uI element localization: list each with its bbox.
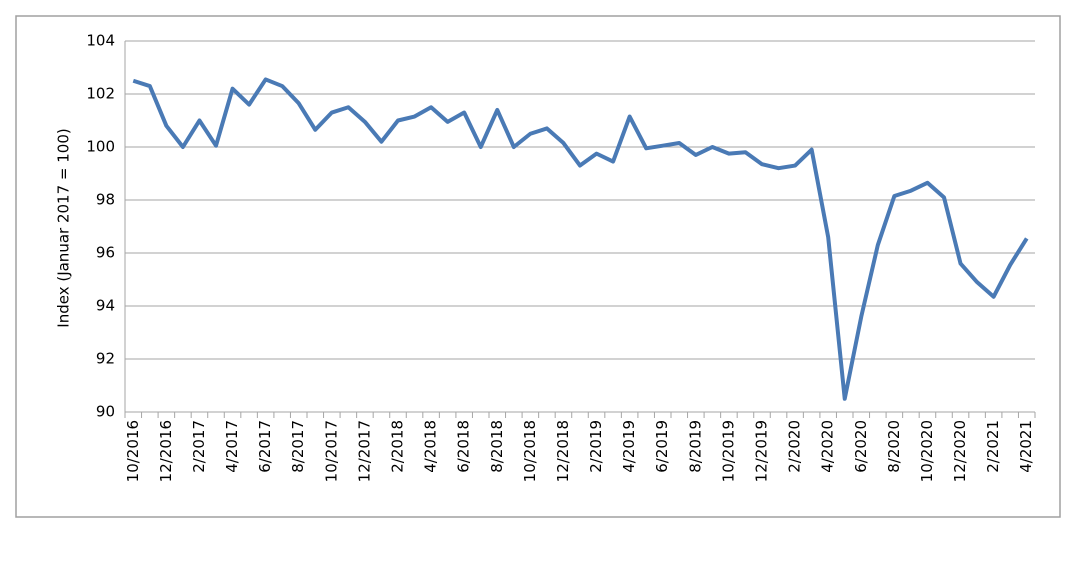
y-tick-label: 102	[86, 85, 115, 103]
chart-frame	[15, 15, 1061, 518]
x-tick-label: 2/2021	[984, 420, 1002, 473]
y-tick-label: 90	[96, 403, 115, 421]
x-tick-label: 12/2016	[157, 420, 175, 482]
x-tick-label: 2/2017	[190, 420, 208, 473]
x-tick-label: 6/2020	[852, 420, 870, 473]
x-tick-label: 10/2019	[719, 420, 737, 482]
x-tick-label: 6/2017	[256, 420, 274, 473]
x-tick-label: 8/2018	[488, 420, 506, 473]
x-tick-label: 10/2017	[322, 420, 340, 482]
x-tick-label: 4/2020	[819, 420, 837, 473]
x-tick-label: 2/2020	[786, 420, 804, 473]
x-tick-label: 6/2018	[455, 420, 473, 473]
x-tick-label: 12/2020	[951, 420, 969, 482]
y-tick-label: 94	[96, 297, 115, 315]
y-tick-label: 96	[96, 244, 115, 262]
x-tick-label: 4/2021	[1017, 420, 1035, 473]
x-tick-label: 2/2018	[389, 420, 407, 473]
y-tick-label: 98	[96, 191, 115, 209]
x-tick-label: 10/2018	[521, 420, 539, 482]
x-tick-label: 2/2019	[587, 420, 605, 473]
y-axis-title: Index (Januar 2017 = 100)	[55, 128, 73, 327]
y-tick-label: 104	[86, 32, 115, 50]
x-tick-label: 4/2019	[620, 420, 638, 473]
x-tick-label: 12/2018	[554, 420, 572, 482]
x-tick-label: 6/2019	[653, 420, 671, 473]
x-tick-label: 8/2020	[885, 420, 903, 473]
data-line	[132, 77, 1029, 401]
x-tick-label: 8/2017	[289, 420, 307, 473]
x-tick-label: 10/2016	[124, 420, 142, 482]
y-tick-label: 92	[96, 350, 115, 368]
x-tick-label: 12/2019	[753, 420, 771, 482]
x-tick-label: 12/2017	[355, 420, 373, 482]
y-tick-label: 100	[86, 138, 115, 156]
x-tick-label: 8/2019	[686, 420, 704, 473]
x-tick-label: 4/2017	[223, 420, 241, 473]
x-tick-label: 4/2018	[422, 420, 440, 473]
x-tick-label: 10/2020	[918, 420, 936, 482]
